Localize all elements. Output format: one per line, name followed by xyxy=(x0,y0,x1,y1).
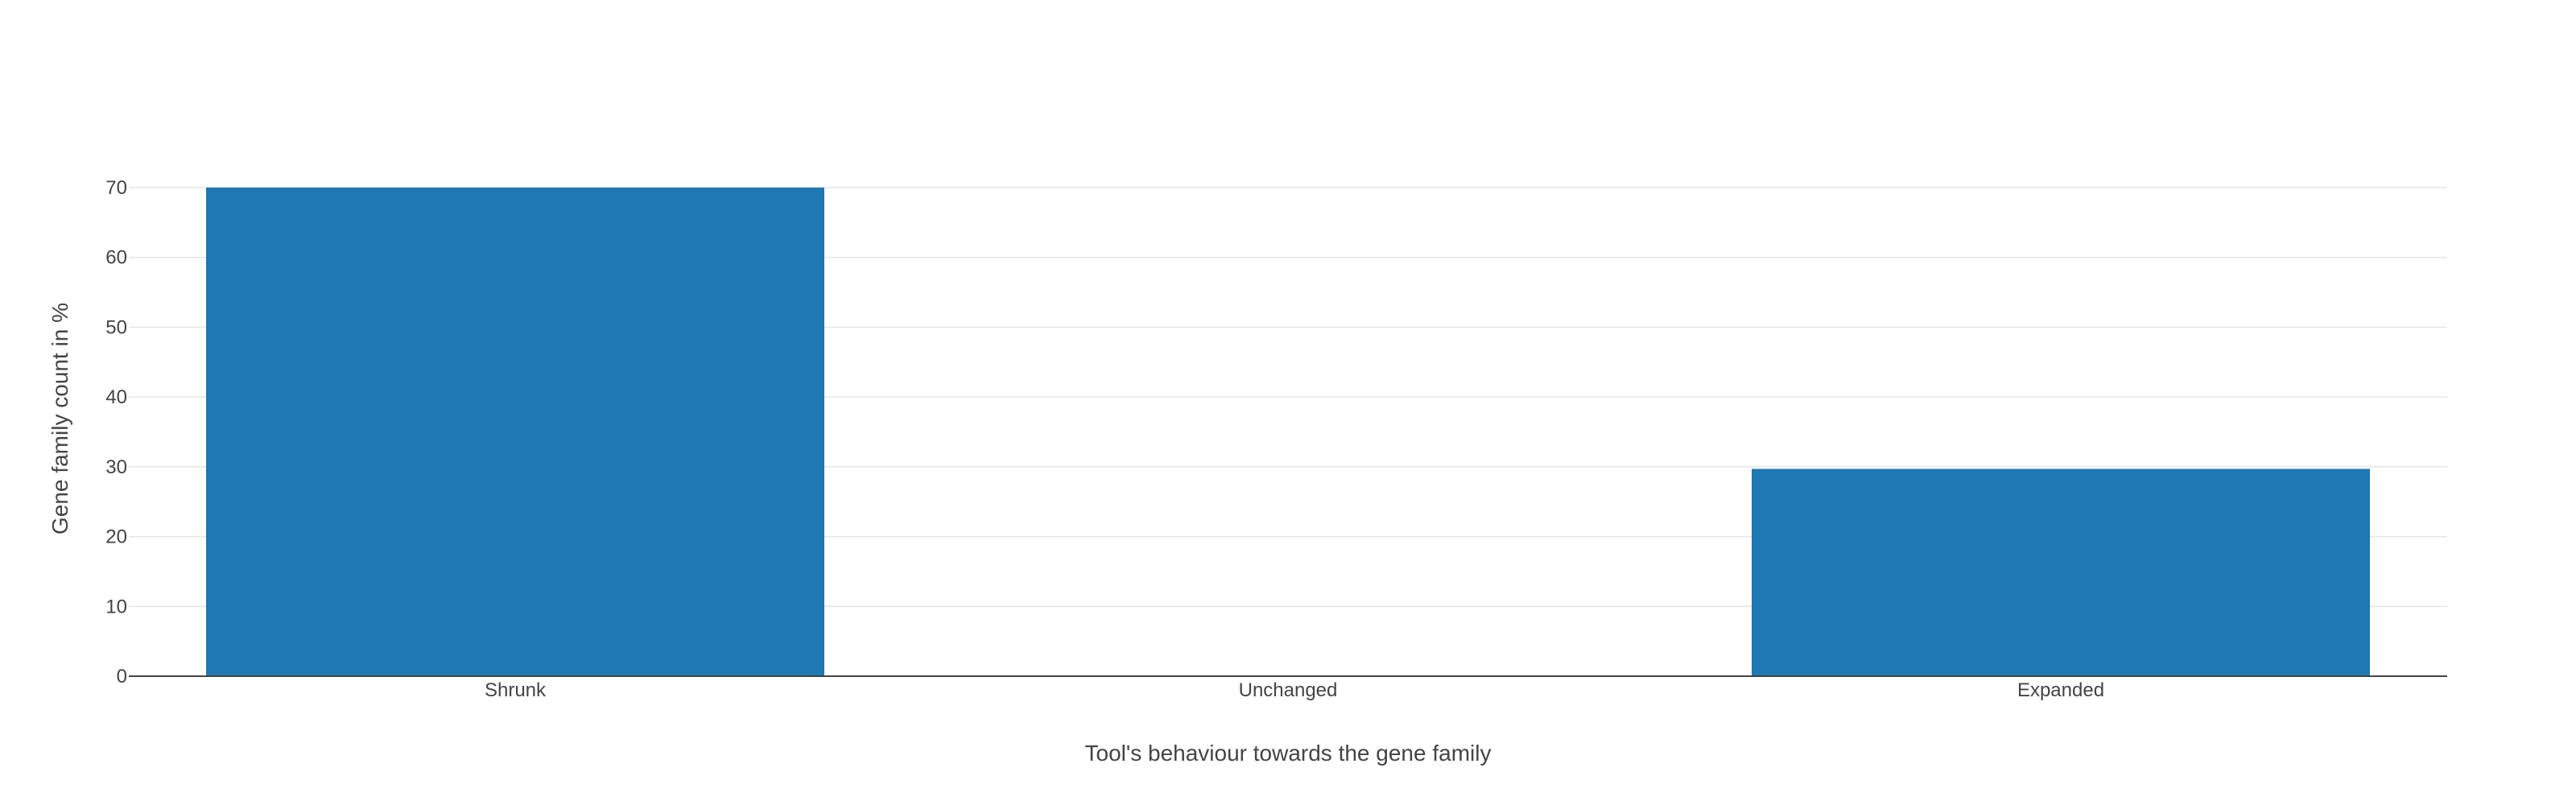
y-tick-labels: 0 10 20 30 40 50 60 70 xyxy=(105,177,127,687)
y-tick-label: 60 xyxy=(105,247,127,269)
x-axis-title: Tool's behaviour towards the gene family xyxy=(1085,741,1492,766)
y-tick-label: 70 xyxy=(105,177,127,199)
y-tick-label: 10 xyxy=(105,596,127,617)
y-tick-label: 20 xyxy=(105,526,127,548)
bar-shrunk xyxy=(206,188,824,676)
bar-expanded xyxy=(1752,469,2370,676)
y-tick-label: 50 xyxy=(105,316,127,338)
y-tick-label: 40 xyxy=(105,386,127,408)
x-tick-labels: Shrunk Unchanged Expanded xyxy=(485,679,2104,701)
x-tick-label-expanded: Expanded xyxy=(2017,679,2104,701)
y-tick-label: 30 xyxy=(105,456,127,478)
x-tick-label-shrunk: Shrunk xyxy=(485,679,547,701)
y-tick-label: 0 xyxy=(117,666,127,687)
x-tick-label-unchanged: Unchanged xyxy=(1239,679,1338,701)
y-axis-title: Gene family count in % xyxy=(47,303,72,535)
bars xyxy=(206,188,2370,676)
